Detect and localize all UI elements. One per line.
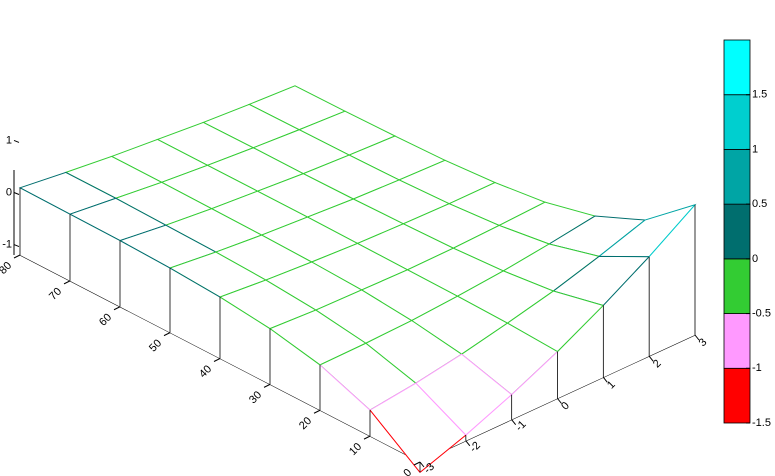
z-tick	[13, 192, 20, 195]
skirt-panel	[649, 204, 695, 357]
colorbar-band	[723, 39, 751, 96]
y-tick	[113, 306, 121, 311]
colorbar-band	[723, 258, 751, 314]
y-tick	[263, 383, 271, 388]
x-tick	[694, 334, 700, 341]
x-tick	[419, 461, 425, 468]
skirt-top	[69, 213, 121, 242]
skirt-panel	[120, 240, 170, 333]
colorbar-tick-label: -1	[752, 362, 762, 374]
colorbar-band	[723, 313, 751, 369]
y-tick-label: 0	[401, 467, 414, 476]
x-tick-label: 1	[605, 379, 618, 392]
skirt-top	[557, 305, 604, 352]
skirt-top	[511, 351, 558, 396]
x-tick-label: -2	[468, 440, 483, 455]
colorbar-band	[723, 367, 751, 424]
skirt-top	[369, 409, 421, 473]
skirt-panel	[20, 187, 70, 281]
y-tick	[363, 435, 371, 440]
z-tick-label: 0	[6, 186, 12, 198]
skirt-panel	[220, 297, 270, 385]
x-tick-label: -1	[513, 418, 528, 433]
skirt-panel	[557, 305, 604, 399]
colorbar-band	[723, 94, 751, 150]
y-tick	[163, 332, 171, 337]
colorbar-tick-label: -0.5	[752, 307, 771, 319]
y-tick-label: 30	[247, 389, 264, 406]
skirt-panel	[511, 351, 558, 420]
y-tick-label: 40	[197, 363, 214, 380]
y-tick-label: 70	[47, 286, 64, 303]
y-tick-label: 60	[97, 311, 114, 328]
z-tick	[13, 139, 20, 143]
skirt-panel	[70, 214, 120, 307]
skirt-top	[602, 256, 650, 306]
z-tick-label: 1	[6, 134, 12, 146]
skirt-top	[19, 187, 71, 215]
skirt-top	[465, 394, 512, 436]
x-tick-label: 0	[559, 400, 572, 413]
skirt-top	[419, 434, 467, 473]
skirt-top	[319, 364, 371, 411]
skirt-panel	[270, 328, 320, 411]
x-tick	[511, 419, 517, 425]
skirt-top	[269, 328, 321, 366]
x-tick	[557, 398, 562, 404]
x-tick-label: 2	[651, 358, 664, 371]
colorbar-tick-label: 0.5	[752, 198, 767, 210]
skirt-top	[219, 296, 271, 330]
x-tick-label: 3	[697, 336, 710, 349]
y-tick-label: 80	[0, 260, 14, 277]
skirt-top	[648, 204, 696, 258]
y-tick	[213, 358, 221, 362]
x-tick	[465, 440, 471, 447]
y-tick-label: 50	[147, 337, 164, 354]
y-tick	[13, 254, 21, 259]
colorbar-tick-label: -1.5	[752, 417, 771, 429]
x-tick	[602, 377, 608, 383]
y-tick	[63, 280, 71, 285]
colorbar-tick-label: 1	[752, 143, 758, 155]
y-tick	[413, 461, 421, 466]
skirt-panel	[603, 256, 650, 378]
skirt-panel	[320, 364, 370, 437]
z-tick	[13, 244, 20, 248]
y-tick-label: 10	[347, 441, 364, 458]
colorbar-band	[723, 203, 751, 260]
skirt-panel	[465, 394, 512, 441]
y-tick	[313, 409, 321, 414]
colorbar-band	[723, 149, 751, 205]
skirt-top	[119, 240, 171, 269]
colorbar-tick-label: 0	[752, 253, 758, 265]
skirt-top	[169, 267, 221, 298]
z-tick-label: -1	[2, 238, 12, 250]
skirt-panel	[170, 268, 220, 359]
x-tick	[648, 355, 654, 362]
y-tick-label: 20	[297, 415, 314, 432]
colorbar-tick-label: 1.5	[752, 89, 767, 101]
